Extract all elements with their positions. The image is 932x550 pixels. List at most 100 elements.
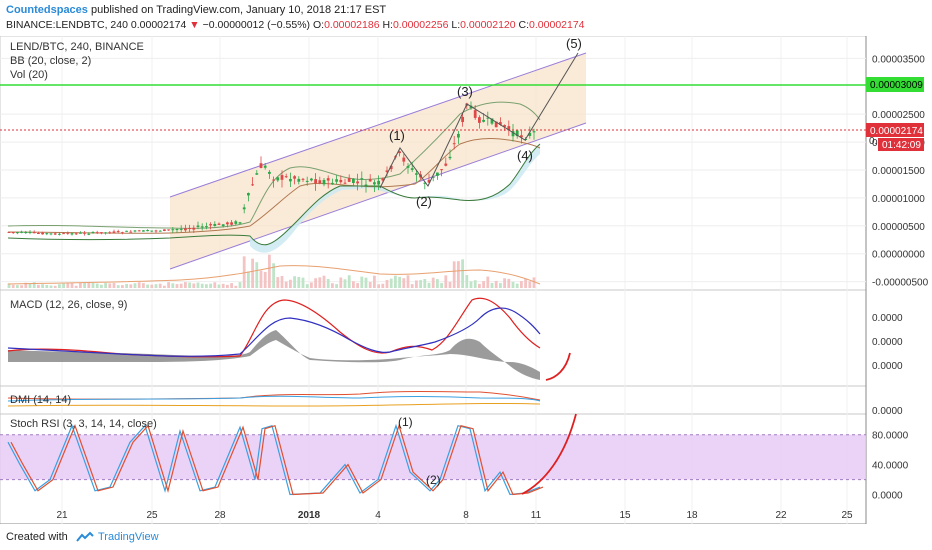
close-value: 0.00002174 [529, 19, 585, 31]
volume-bar [230, 283, 233, 288]
volume-bar [83, 282, 86, 288]
volume-bar [242, 256, 246, 288]
candle-body [440, 169, 443, 171]
candle-body [213, 223, 217, 226]
stoch-band-group [0, 434, 866, 481]
volume-bar [448, 281, 452, 288]
candle-body [175, 228, 179, 230]
open-label: O: [312, 19, 325, 31]
volume-bar [364, 277, 368, 288]
dmi-minus [7, 395, 541, 402]
volume-bar [158, 283, 162, 288]
legend-stoch[interactable]: Stoch RSI (3, 3, 14, 14, close) [10, 418, 157, 430]
wave-label-4: (4) [517, 148, 533, 163]
candle-body [133, 230, 137, 232]
legend-bb[interactable]: BB (20, close, 2) [10, 55, 91, 67]
candle-body [209, 224, 212, 226]
wave-label-1: (1) [389, 128, 405, 143]
volume-bar [461, 259, 464, 288]
volume-bar [478, 283, 481, 288]
candle-body [259, 163, 263, 169]
volume-bar [200, 283, 204, 288]
legend-macd[interactable]: MACD (12, 26, close, 9) [10, 299, 127, 311]
candle-body [158, 230, 162, 232]
candle-body [70, 233, 74, 235]
volume-bar [137, 282, 141, 288]
candle-body [381, 178, 385, 181]
candle-body [503, 125, 506, 127]
volume-bar [171, 283, 175, 288]
legend-dmi[interactable]: DMI (14, 14) [10, 394, 71, 406]
last-price-tag-text: 0.00002174 [870, 126, 923, 137]
candle-body [200, 226, 204, 228]
countdown-tag [878, 138, 924, 151]
bb-basis [7, 138, 541, 234]
candle-body [301, 178, 305, 180]
volume-bar [259, 270, 263, 288]
candle-body [410, 168, 414, 170]
volume-bar [389, 278, 393, 288]
candle-body [373, 182, 376, 185]
volume-bar [272, 263, 275, 288]
candle-body [280, 175, 284, 180]
candle-body [276, 177, 280, 181]
candle-body [415, 173, 418, 175]
channel-group [169, 52, 587, 270]
volume-bar [121, 285, 124, 288]
publish-line: Countedspaces published on TradingView.c… [6, 4, 386, 16]
candle-body [242, 207, 246, 210]
created-with-text: Created with [6, 531, 68, 543]
volume-bar [494, 280, 498, 288]
footer: Created with TradingView [0, 524, 932, 550]
macd-pane[interactable] [0, 289, 867, 387]
volume-bar [486, 276, 490, 288]
volume-bar [100, 284, 103, 288]
candle-body [263, 165, 267, 168]
volume-bar [415, 280, 418, 288]
candle-body [289, 178, 292, 182]
volume-bar [406, 275, 410, 288]
candle-body [478, 117, 481, 123]
tradingview-brand-link[interactable]: TradingView [98, 531, 159, 543]
channel-fill [170, 53, 586, 269]
volume-ma [7, 265, 541, 285]
candle-body [221, 224, 225, 227]
partial-tick-text: 0. [869, 136, 877, 147]
time-tick: 2018 [298, 510, 321, 521]
volume-bar [62, 283, 65, 288]
legend-symbol[interactable]: LEND/BTC, 240, BINANCE [10, 41, 144, 53]
volume-bar [247, 271, 250, 288]
change-text: −0.00000012 (−0.55%) [202, 19, 311, 31]
chart-canvas[interactable]: (1) (2) (3) (4) (5) LEND/BTC, 240, BINAN… [0, 36, 932, 524]
price-tick: 0.00003500 [872, 54, 925, 65]
volume-bar [410, 284, 414, 288]
candle-body [398, 151, 401, 154]
price-tick: 0.00001500 [872, 166, 925, 177]
candle-body [331, 182, 334, 185]
author-link[interactable]: Countedspaces [6, 4, 88, 16]
macd-tick-2: 0.0000 [872, 337, 903, 348]
volume-bar [70, 282, 74, 288]
legend-vol[interactable]: Vol (20) [10, 69, 48, 81]
candle-body [352, 178, 355, 183]
volume-bar [490, 282, 494, 288]
volume-bar [310, 282, 313, 288]
volume-bar [284, 281, 288, 288]
candle-body [528, 132, 532, 136]
green-level-tag [866, 77, 924, 92]
candle-body [108, 232, 112, 234]
volume-bar [179, 283, 183, 288]
time-axis: 21 25 28 2018 4 8 11 15 18 22 25 [56, 510, 853, 521]
volume-bar [188, 282, 191, 288]
elliott-wave-path [379, 52, 579, 189]
volume-bar [499, 283, 502, 288]
volume-bar [473, 280, 477, 288]
time-tick: 18 [686, 510, 698, 521]
volume-bar [238, 282, 242, 288]
volume-bar [482, 281, 485, 288]
volume-bar [255, 262, 259, 288]
candle-body [91, 231, 95, 234]
dmi-pane[interactable] [0, 385, 867, 415]
volume-bar [289, 279, 292, 288]
last-price-text: 0.00002174 [130, 19, 187, 31]
